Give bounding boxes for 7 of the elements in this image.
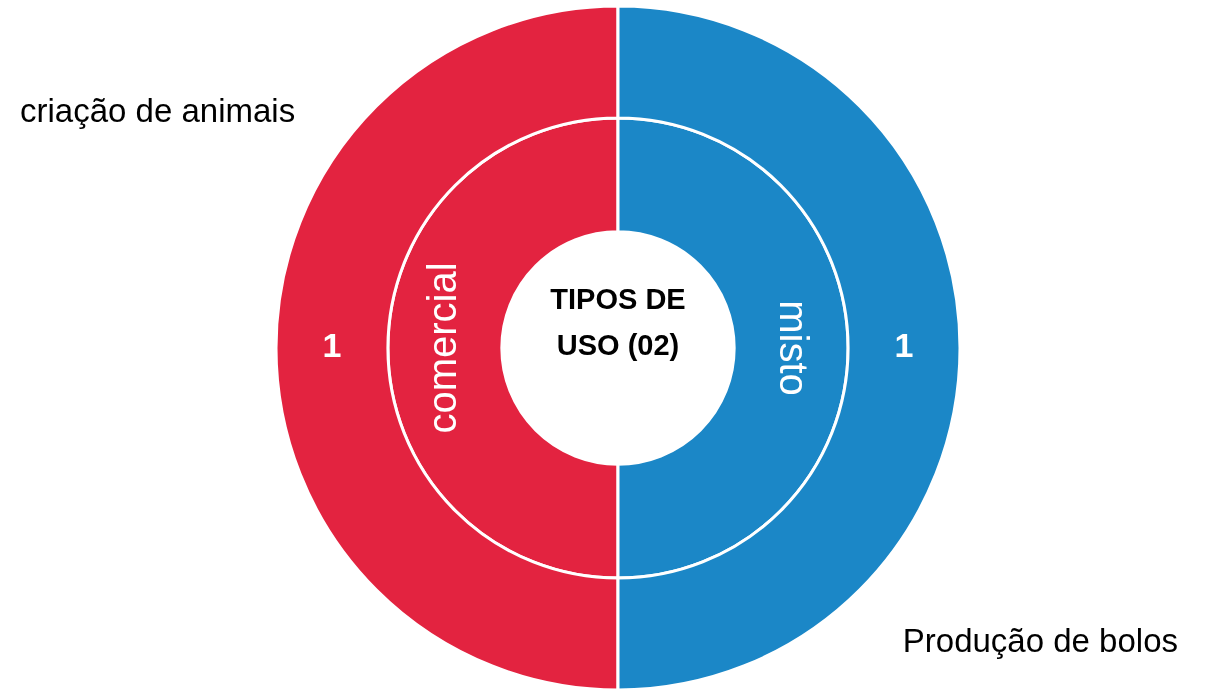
text: TIPOS DE USO (02) — [549, 282, 687, 363]
data-label: 1 — [894, 326, 914, 365]
data-label: 1 — [322, 326, 342, 365]
slice-label: misto — [772, 300, 817, 396]
slice-label: comercial — [419, 262, 464, 434]
text: criação de animais — [20, 92, 296, 130]
text: Produção de bolos — [902, 622, 1178, 660]
